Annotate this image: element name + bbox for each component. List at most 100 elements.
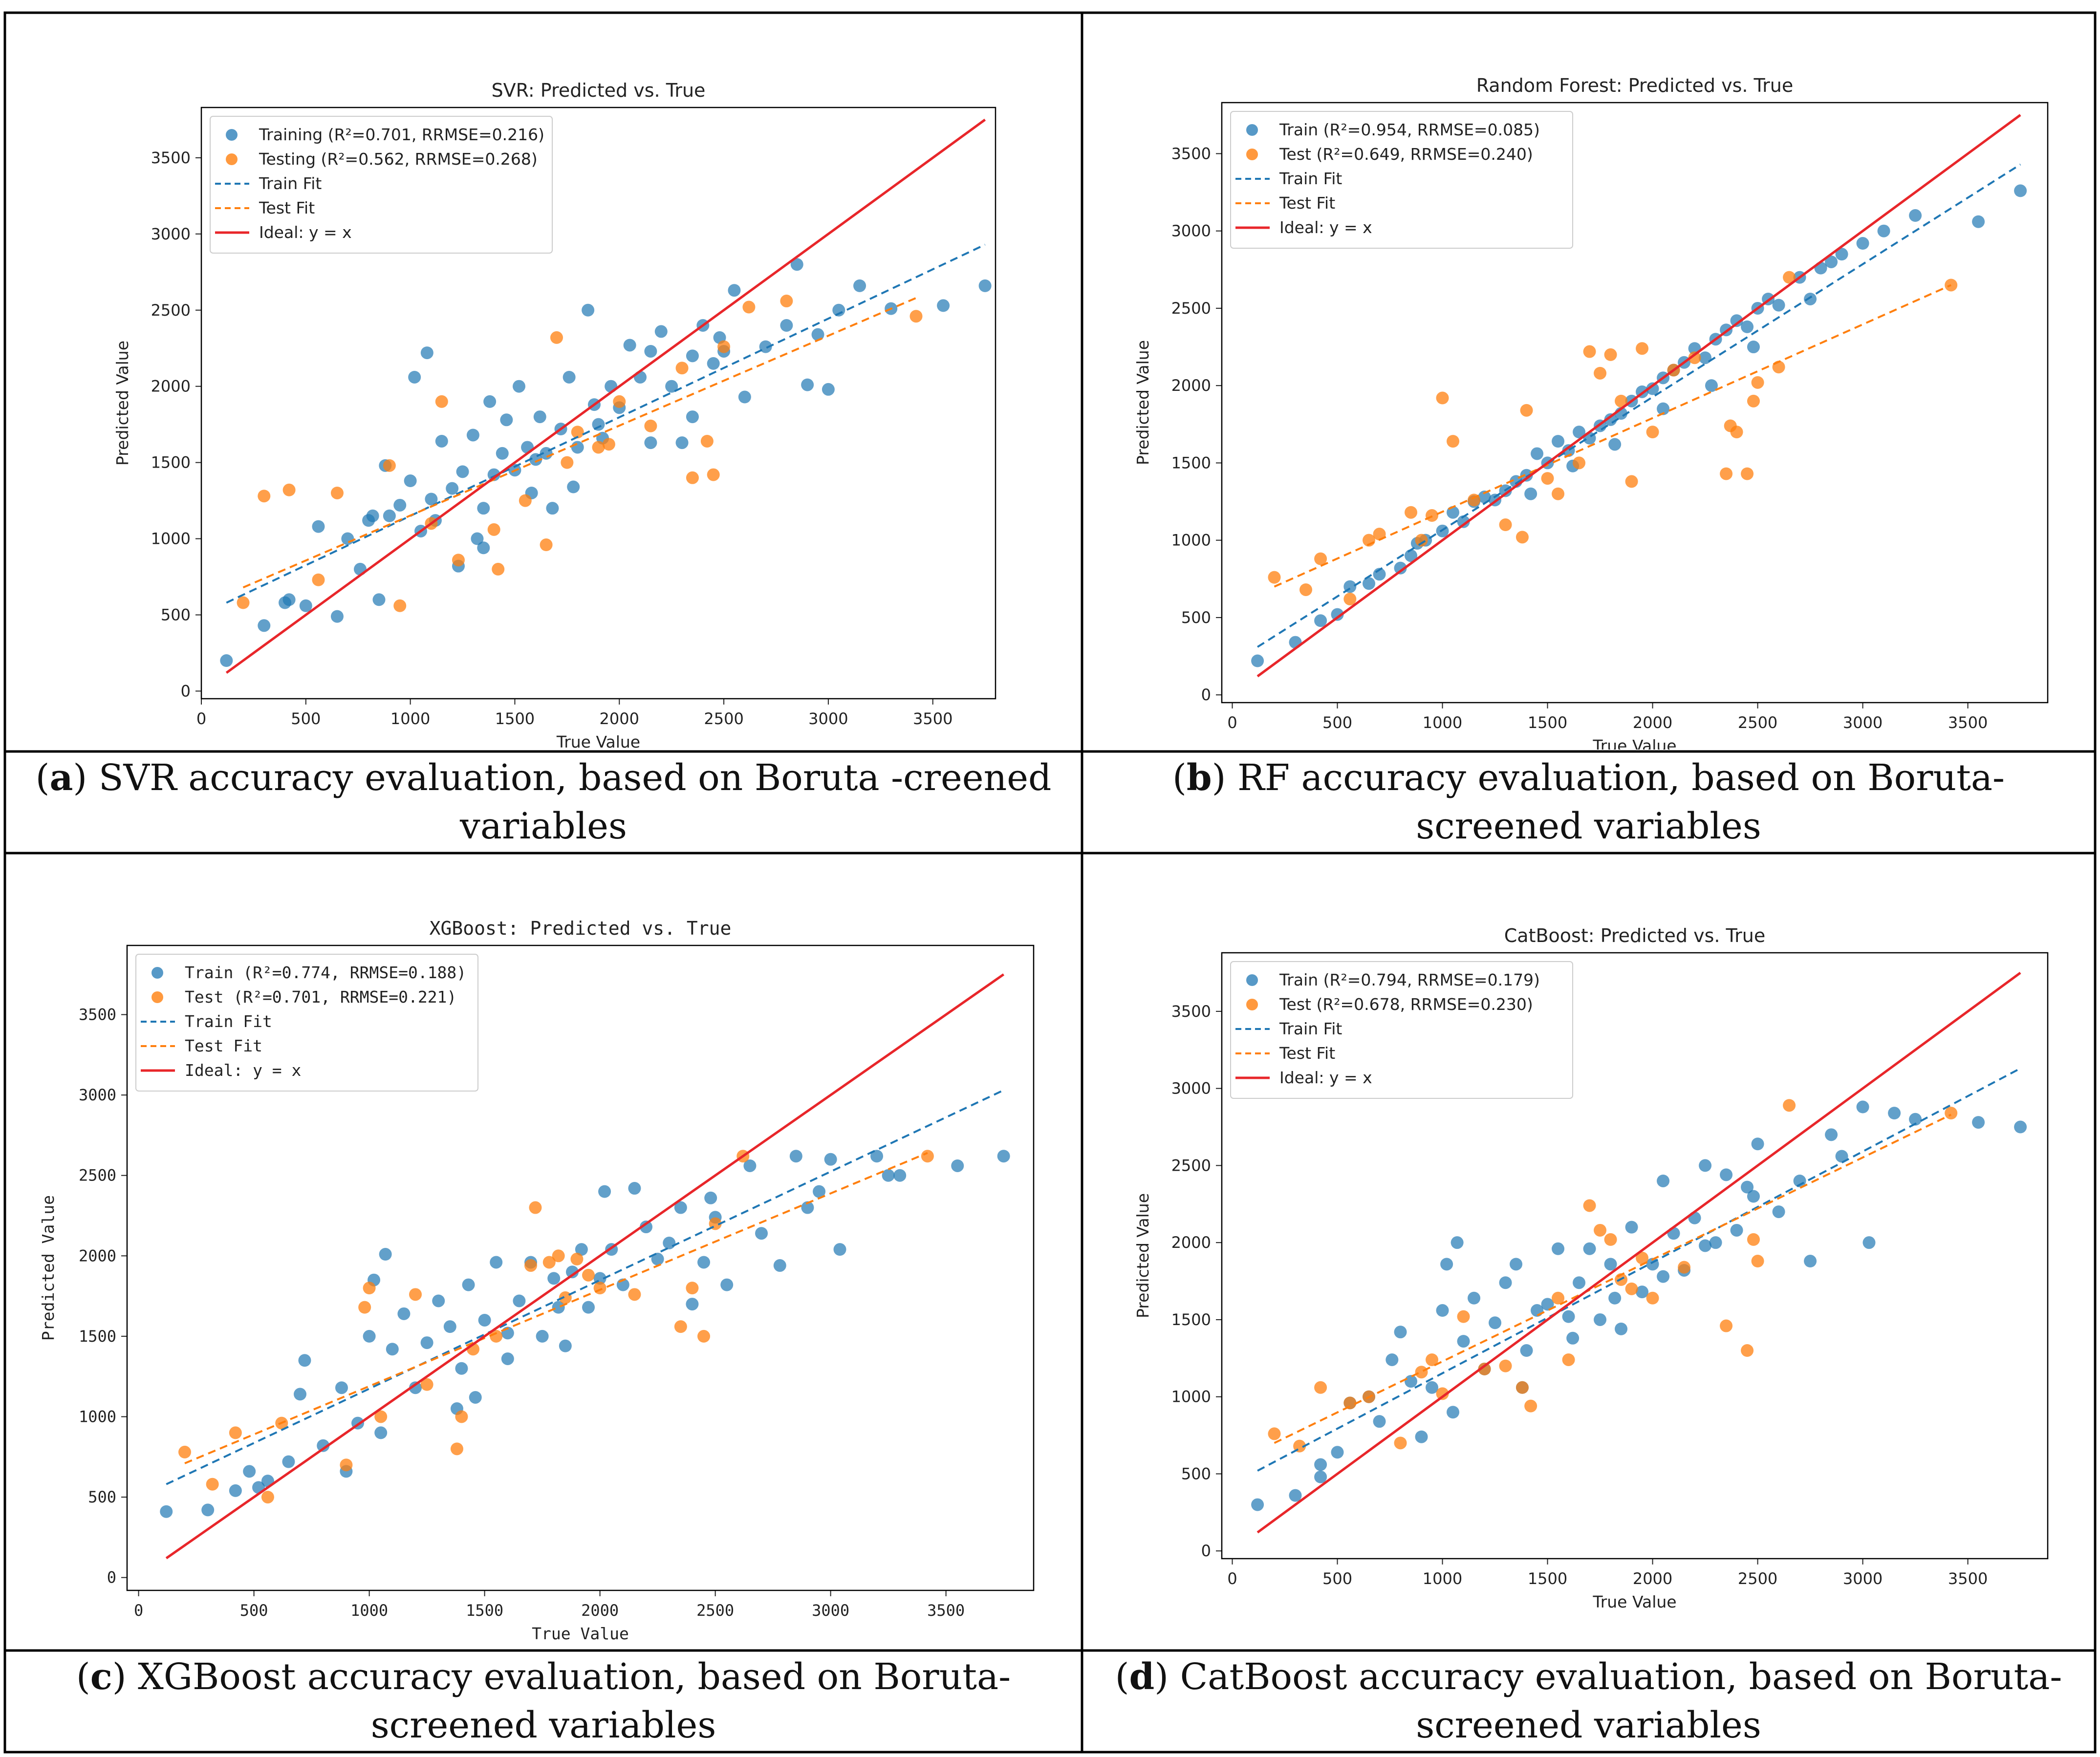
y-tick-label: 0 — [1201, 686, 1211, 704]
test-point — [1373, 528, 1386, 541]
train-point — [1251, 654, 1264, 667]
train-point — [623, 339, 636, 352]
train-point — [443, 1320, 456, 1333]
caption-a-letter: a — [49, 756, 73, 799]
test-point — [675, 362, 689, 375]
train-point — [513, 380, 525, 393]
train-point — [393, 498, 407, 512]
train-point — [363, 1329, 376, 1343]
chart-title: CatBoost: Predicted vs. True — [1504, 925, 1766, 946]
x-axis-label: True Value — [1592, 736, 1676, 750]
test-point — [1583, 345, 1596, 358]
train-point — [978, 279, 992, 292]
train-point — [1314, 1470, 1327, 1483]
y-tick-label: 500 — [161, 605, 191, 624]
test-point — [1562, 1353, 1575, 1366]
x-tick-label: 2000 — [1633, 1569, 1672, 1588]
train-point — [686, 349, 699, 363]
test-point — [524, 1259, 538, 1272]
test-point — [1478, 1362, 1491, 1375]
x-tick-label: 3500 — [927, 1601, 965, 1620]
test-point — [340, 1458, 353, 1472]
test-point — [487, 523, 500, 536]
test-point — [1299, 583, 1313, 596]
train-point — [1657, 1270, 1670, 1283]
x-tick-label: 1000 — [1423, 1569, 1462, 1588]
test-point — [312, 573, 325, 586]
train-point — [420, 346, 433, 360]
x-tick-label: 3500 — [913, 709, 953, 728]
test-point — [490, 1329, 503, 1343]
test-point — [707, 468, 720, 481]
y-tick-label: 2500 — [1171, 299, 1211, 318]
x-tick-label: 1500 — [1528, 713, 1567, 732]
legend-box — [1230, 961, 1573, 1099]
test-point — [1394, 1436, 1407, 1450]
test-point — [1688, 351, 1701, 364]
caption-a: (a) SVR accuracy evaluation, based on Bo… — [35, 756, 1052, 847]
x-tick-label: 2500 — [696, 1601, 734, 1620]
train-point — [547, 1272, 561, 1285]
train-point — [686, 410, 699, 424]
x-axis-label: True Value — [532, 1624, 629, 1643]
test-point — [258, 490, 271, 503]
ideal-line — [1256, 114, 2021, 678]
legend-label: Train (R²=0.954, RRMSE=0.085) — [1279, 120, 1540, 139]
test-fit-line — [1274, 284, 1952, 588]
train-point — [466, 429, 479, 442]
y-tick-label: 1000 — [1171, 1388, 1211, 1406]
train-point — [1709, 1236, 1722, 1249]
train-point — [565, 1265, 579, 1279]
test-point — [1751, 1255, 1764, 1268]
legend-test-marker — [1246, 999, 1258, 1010]
test-point — [363, 1282, 376, 1295]
chart-cell-catboost: CatBoost: Predicted vs. True 0 500 1000 1500… — [1084, 855, 2093, 1649]
train-point — [644, 436, 657, 450]
train-point — [1331, 1446, 1344, 1459]
test-point — [1405, 506, 1418, 519]
train-point — [298, 1354, 311, 1367]
test-point — [542, 1256, 556, 1269]
y-tick-label: 1000 — [1171, 531, 1211, 550]
test-point — [1343, 1396, 1357, 1410]
train-point — [374, 1426, 388, 1439]
legend-train-marker — [226, 129, 238, 141]
test-point — [717, 340, 731, 353]
test-point — [1945, 279, 1958, 292]
y-tick-label: 2500 — [79, 1166, 116, 1185]
train-point — [330, 610, 344, 623]
test-point — [1720, 467, 1733, 480]
train-point — [773, 1259, 786, 1272]
x-tick-label: 0 — [196, 709, 206, 728]
test-point — [1945, 1107, 1958, 1120]
train-point — [1604, 413, 1617, 426]
test-point — [519, 494, 532, 507]
train-point — [1747, 1190, 1760, 1203]
train-point — [469, 1391, 482, 1404]
test-point — [571, 426, 584, 439]
train-point — [1720, 1168, 1733, 1181]
train-point — [1531, 447, 1544, 460]
train-point — [1457, 1335, 1470, 1348]
train-point — [1562, 1310, 1575, 1323]
train-point — [456, 465, 469, 478]
caption-b-letter: b — [1186, 756, 1212, 799]
train-point — [605, 380, 618, 393]
x-tick-label: 2500 — [704, 709, 743, 728]
test-point — [582, 1268, 595, 1282]
test-point — [613, 395, 626, 408]
train-point — [1730, 314, 1743, 327]
test-point — [697, 1329, 711, 1343]
train-point — [1520, 1344, 1533, 1357]
train-point — [853, 279, 866, 292]
svr-scatter-plot: SVR: Predicted vs. True 0 500 1000 1500 2000 2… — [113, 80, 996, 750]
train-point — [1415, 1430, 1428, 1443]
caption-d-text: CatBoost accuracy evaluation, based on B… — [1169, 1655, 2062, 1746]
train-point — [575, 1243, 588, 1256]
test-point — [909, 310, 923, 323]
test-point — [1499, 1359, 1512, 1372]
legend-label: Test Fit — [185, 1036, 262, 1055]
test-point — [1515, 531, 1529, 544]
test-point — [561, 456, 574, 469]
